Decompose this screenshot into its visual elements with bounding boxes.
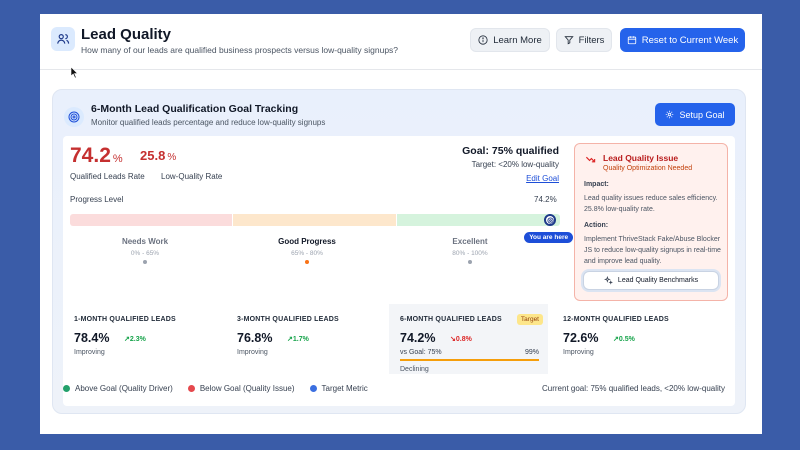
metric-status: Declining [400,366,429,373]
zone-name: Needs Work [121,237,169,246]
legend-label: Below Goal (Quality Issue) [199,384,295,393]
zone-dot [143,260,147,264]
metric-label: 1-MONTH QUALIFIED LEADS [74,316,176,323]
app-window: Lead Quality How many of our leads are q… [40,14,762,434]
metric-status: Improving [74,349,105,356]
zone-good-progress: Good Progress 65% - 80% [247,237,367,264]
zone-excellent: Excellent 80% - 100% [410,237,530,264]
current-goal-note: Current goal: 75% qualified leads, <20% … [542,384,725,393]
target-icon [547,216,554,224]
vs-goal-progress [400,359,539,361]
zone-name: Good Progress [278,237,336,246]
alert-action-label: Action: [584,222,609,229]
gear-icon [666,110,674,119]
alert-impact-text: Lead quality issues reduce sales efficie… [584,195,718,213]
progress-label: Progress Level [70,195,124,204]
zone-range: 65% - 80% [291,250,323,257]
metric-change: ↘0.8% [450,336,472,343]
metric-change: ↗1.7% [287,336,309,343]
metric-card-3-month: 3-MONTH QUALIFIED LEADS 76.8% ↗1.7% Impr… [226,304,385,374]
metric-card-12-month: 12-MONTH QUALIFIED LEADS 72.6% ↗0.5% Imp… [552,304,711,374]
zone-range: 80% - 100% [452,250,488,257]
filters-button[interactable]: Filters [556,28,612,52]
metric-value: 78.4% [74,331,110,345]
goal-tracking-card: 6-Month Lead Qualification Goal Tracking… [52,89,746,414]
metric-label: 12-MONTH QUALIFIED LEADS [563,316,669,323]
low-quality-rate-value: 25.8% [140,148,177,163]
legend-dot-target [309,385,317,392]
reset-week-label: Reset to Current Week [641,34,739,46]
info-icon [478,35,488,45]
lead-quality-alert: Lead Quality Issue Quality Optimization … [574,143,728,301]
card-title: 6-Month Lead Qualification Goal Tracking [91,103,299,115]
goal-panel: 74.2% 25.8% Qualified Leads Rate Low-Qua… [63,136,735,406]
metric-value: 72.6% [563,331,599,345]
mouse-cursor-icon [71,67,79,79]
alert-action-text: Implement ThriveStack Fake/Abuse Blocker… [584,236,721,265]
filters-label: Filters [578,34,605,46]
progress-zone-excellent [396,214,560,226]
header-bar: Lead Quality How many of our leads are q… [40,14,762,70]
vs-goal-value: 99% [524,349,539,356]
metric-value: 74.2% [400,331,436,345]
qualified-rate-value: 74.2% [70,144,123,167]
progress-value: 74.2% [534,195,557,204]
qualified-rate-label: Qualified Leads Rate [70,172,145,181]
legend-dot-below-goal [187,385,195,392]
target-icon [64,107,84,127]
target-badge: Target [516,314,543,325]
legend-label: Above Goal (Quality Driver) [75,384,173,393]
progress-bar [70,214,560,226]
alert-title: Lead Quality Issue [603,153,679,163]
progress-zone-needs-work [70,214,234,226]
legend-dot-above-goal [63,385,70,392]
metric-card-1-month: 1-MONTH QUALIFIED LEADS 78.4% ↗2.3% Impr… [63,304,222,374]
zone-dot [305,260,309,264]
page-title: Lead Quality [81,26,172,43]
calendar-icon [627,36,636,45]
reset-week-button[interactable]: Reset to Current Week [620,28,745,52]
progress-zone-good [233,214,397,226]
you-are-here-badge: You are here [524,232,574,243]
metric-status: Improving [237,349,268,356]
alert-impact-label: Impact: [584,181,609,188]
goal-title: Goal: 75% qualified [462,145,559,157]
zone-name: Excellent [452,237,488,246]
metric-card-6-month: 6-MONTH QUALIFIED LEADS Target 74.2% ↘0.… [389,304,548,374]
learn-more-button[interactable]: Learn More [470,28,550,52]
metric-value: 76.8% [237,331,273,345]
metric-label: 3-MONTH QUALIFIED LEADS [237,316,339,323]
filter-icon [563,36,574,45]
users-icon [51,27,75,51]
sparkles-icon [603,276,613,285]
legend: Above Goal (Quality Driver) Below Goal (… [63,384,368,393]
vs-goal-label: vs Goal: 75% [400,349,442,356]
progress-marker [544,214,557,226]
legend-label: Target Metric [321,384,368,393]
edit-goal-link[interactable]: Edit Goal [526,174,559,183]
metric-status: Improving [563,349,594,356]
page-subtitle: How many of our leads are qualified busi… [81,45,399,55]
setup-goal-button[interactable]: Setup Goal [655,103,735,126]
trend-down-icon [585,156,596,163]
goal-target: Target: <20% low-quality [471,160,559,169]
lead-quality-benchmarks-button[interactable]: Lead Quality Benchmarks [583,271,719,290]
learn-more-label: Learn More [493,34,542,46]
metric-label: 6-MONTH QUALIFIED LEADS [400,316,502,323]
zone-dot [468,260,472,264]
low-quality-rate-label: Low-Quality Rate [161,172,223,181]
alert-subtitle: Quality Optimization Needed [603,165,693,172]
zone-needs-work: Needs Work 0% - 65% [85,237,205,264]
setup-goal-label: Setup Goal [679,109,725,120]
metric-change: ↗2.3% [124,336,146,343]
card-subtitle: Monitor qualified leads percentage and r… [91,118,326,127]
metric-change: ↗0.5% [613,336,635,343]
benchmarks-label: Lead Quality Benchmarks [617,277,699,284]
zone-range: 0% - 65% [130,250,160,257]
